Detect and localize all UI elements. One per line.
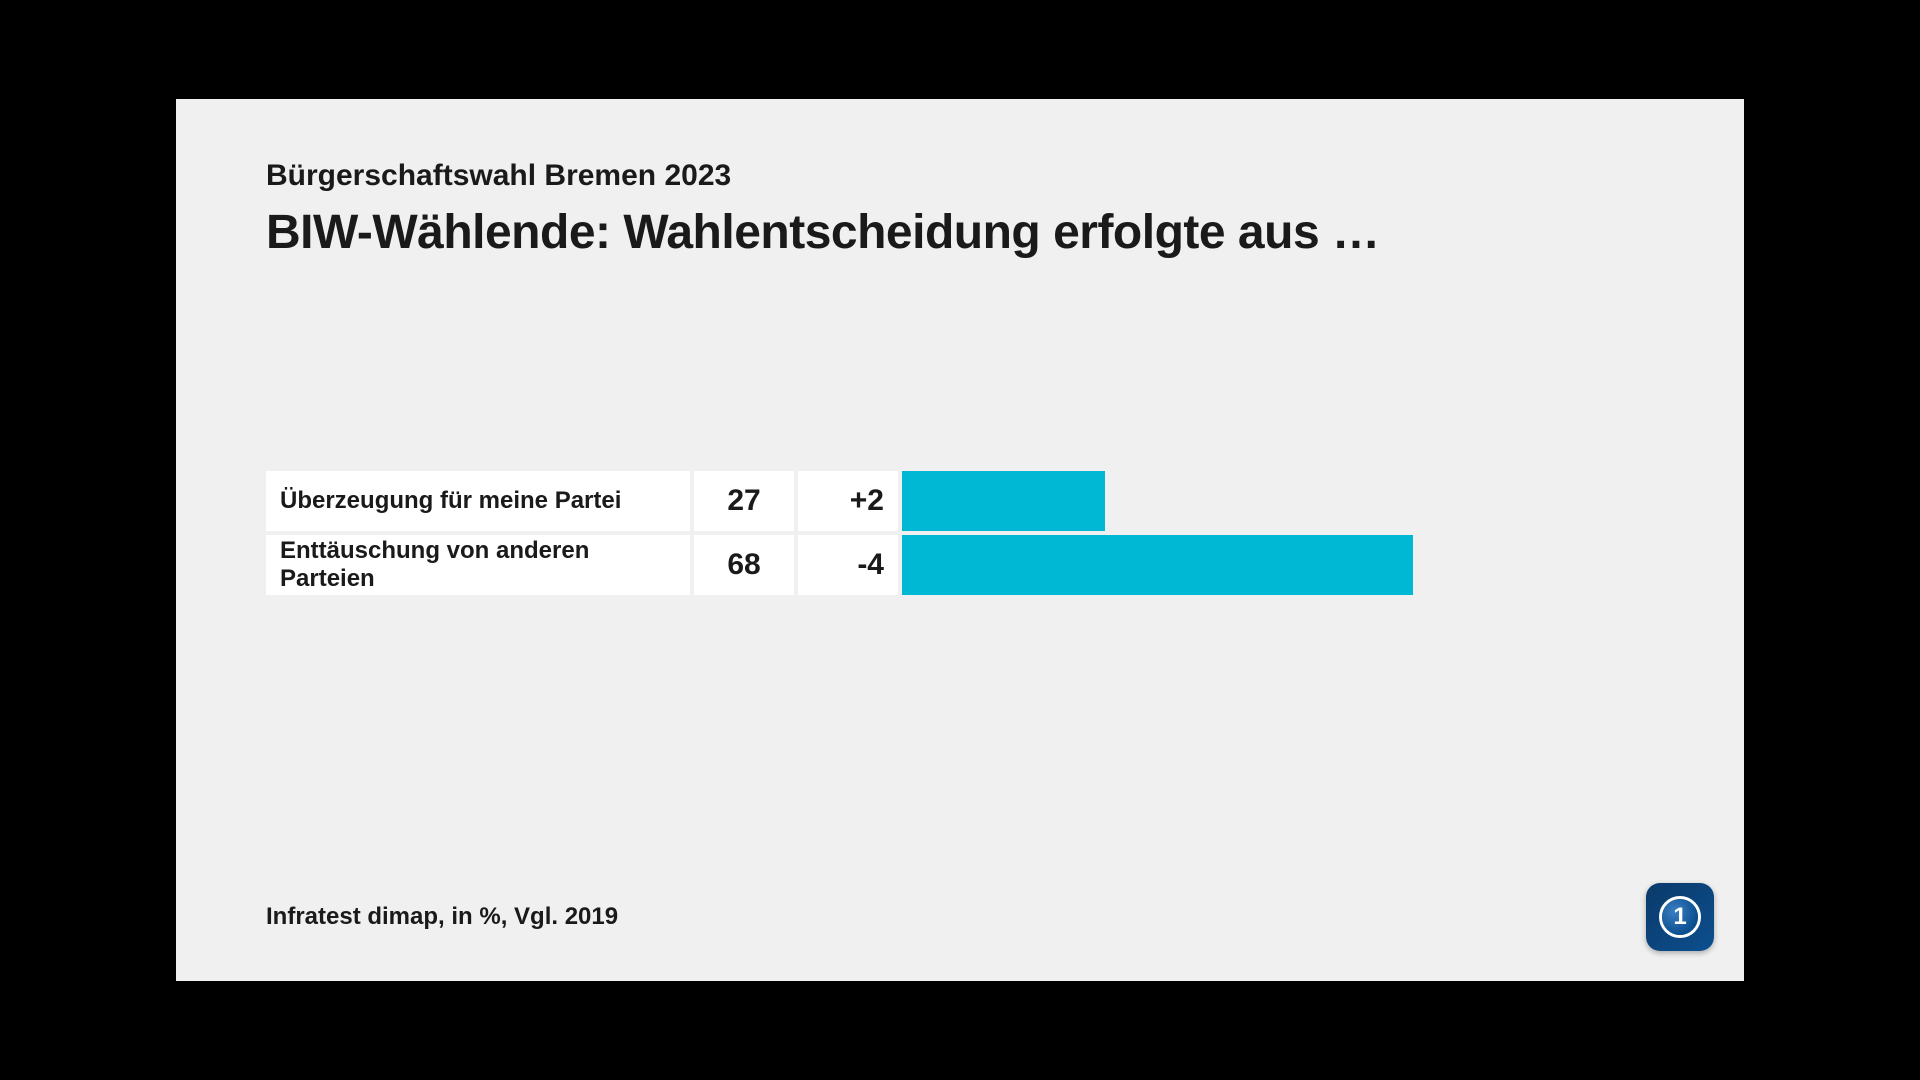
chart-title: BIW-Wählende: Wahlentscheidung erfolgte … xyxy=(266,205,1654,260)
bar-track xyxy=(902,471,1654,531)
row-label: Überzeugung für meine Partei xyxy=(266,471,690,531)
chart-source: Infratest dimap, in %, Vgl. 2019 xyxy=(266,903,618,931)
row-value: 27 xyxy=(694,471,794,531)
logo-circle: 1 xyxy=(1659,896,1701,938)
chart-subtitle: Bürgerschaftswahl Bremen 2023 xyxy=(266,159,1654,193)
row-diff: +2 xyxy=(798,471,898,531)
logo-text: 1 xyxy=(1673,903,1686,931)
row-value: 68 xyxy=(694,535,794,595)
row-diff: -4 xyxy=(798,535,898,595)
bar-fill xyxy=(902,471,1105,531)
broadcaster-logo: 1 xyxy=(1646,883,1714,951)
chart-area: Überzeugung für meine Partei 27 +2 Enttä… xyxy=(266,471,1654,599)
row-label: Enttäuschung von anderen Parteien xyxy=(266,535,690,595)
chart-row: Überzeugung für meine Partei 27 +2 xyxy=(266,471,1654,531)
chart-canvas: Bürgerschaftswahl Bremen 2023 BIW-Wählen… xyxy=(176,99,1744,981)
chart-row: Enttäuschung von anderen Parteien 68 -4 xyxy=(266,535,1654,595)
bar-fill xyxy=(902,535,1413,595)
bar-track xyxy=(902,535,1654,595)
